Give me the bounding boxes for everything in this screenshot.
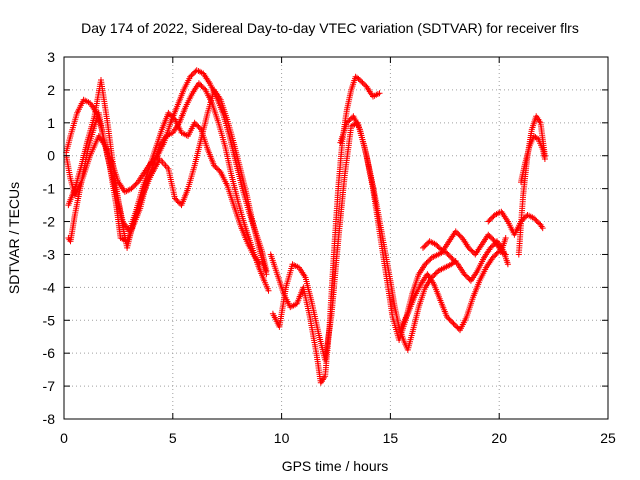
y-tick-label: -6 (43, 345, 56, 361)
y-tick-label: -3 (43, 246, 56, 262)
series-sat-k (515, 113, 548, 258)
y-tick-label: -1 (43, 181, 56, 197)
y-tick-label: -7 (43, 378, 56, 394)
chart-title: Day 174 of 2022, Sidereal Day-to-day VTE… (81, 20, 579, 36)
axis-ticks: 0 5 10 15 20 25 -8 -7 -6 -5 -4 -3 -2 -1 0 1 2 3 (43, 49, 616, 446)
x-tick-label: 20 (491, 430, 507, 446)
x-tick-label: 25 (600, 430, 616, 446)
series-sat-j (485, 208, 546, 238)
y-tick-label: 2 (47, 82, 55, 98)
x-tick-label: 0 (60, 430, 68, 446)
x-axis-label: GPS time / hours (282, 458, 389, 474)
plus-markers (515, 113, 548, 258)
plot-frame (63, 56, 609, 420)
y-axis-label: SDTVAR / TECUs (6, 182, 22, 294)
series-sat-d (65, 109, 263, 268)
series-sat-h (398, 248, 509, 334)
y-tick-label: -8 (43, 411, 56, 427)
plus-markers (65, 109, 263, 268)
y-tick-label: 0 (47, 148, 55, 164)
grid-lines (64, 57, 608, 419)
series-sat-i (420, 228, 509, 258)
y-tick-label: -2 (43, 214, 56, 230)
y-tick-label: 3 (47, 49, 55, 65)
data-points (63, 67, 548, 386)
x-tick-label: 10 (274, 430, 290, 446)
y-tick-label: -4 (43, 279, 56, 295)
series-sat-g (337, 113, 511, 343)
y-tick-label: 1 (47, 115, 55, 131)
plus-markers (485, 208, 546, 238)
plus-markers (337, 113, 511, 343)
y-tick-label: -5 (43, 312, 56, 328)
plus-markers (518, 133, 548, 186)
x-tick-label: 5 (169, 430, 177, 446)
series-sat-l (518, 133, 548, 186)
plus-markers (398, 248, 509, 334)
x-tick-label: 15 (383, 430, 399, 446)
plus-markers (420, 228, 509, 258)
